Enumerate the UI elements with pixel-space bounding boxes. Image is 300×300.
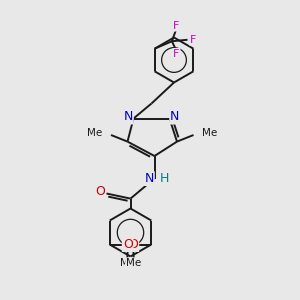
Text: O: O [123,238,133,251]
Text: Me: Me [202,128,217,139]
Text: Me: Me [120,258,135,268]
Text: Me: Me [126,258,141,268]
Text: H: H [159,172,169,185]
Text: O: O [128,238,138,251]
Text: N: N [123,110,133,124]
Text: F: F [173,21,180,31]
Text: O: O [95,184,105,198]
Text: F: F [173,49,180,59]
Text: N: N [144,172,154,185]
Text: Me: Me [87,128,103,139]
Text: N: N [170,110,180,124]
Text: F: F [190,35,196,45]
